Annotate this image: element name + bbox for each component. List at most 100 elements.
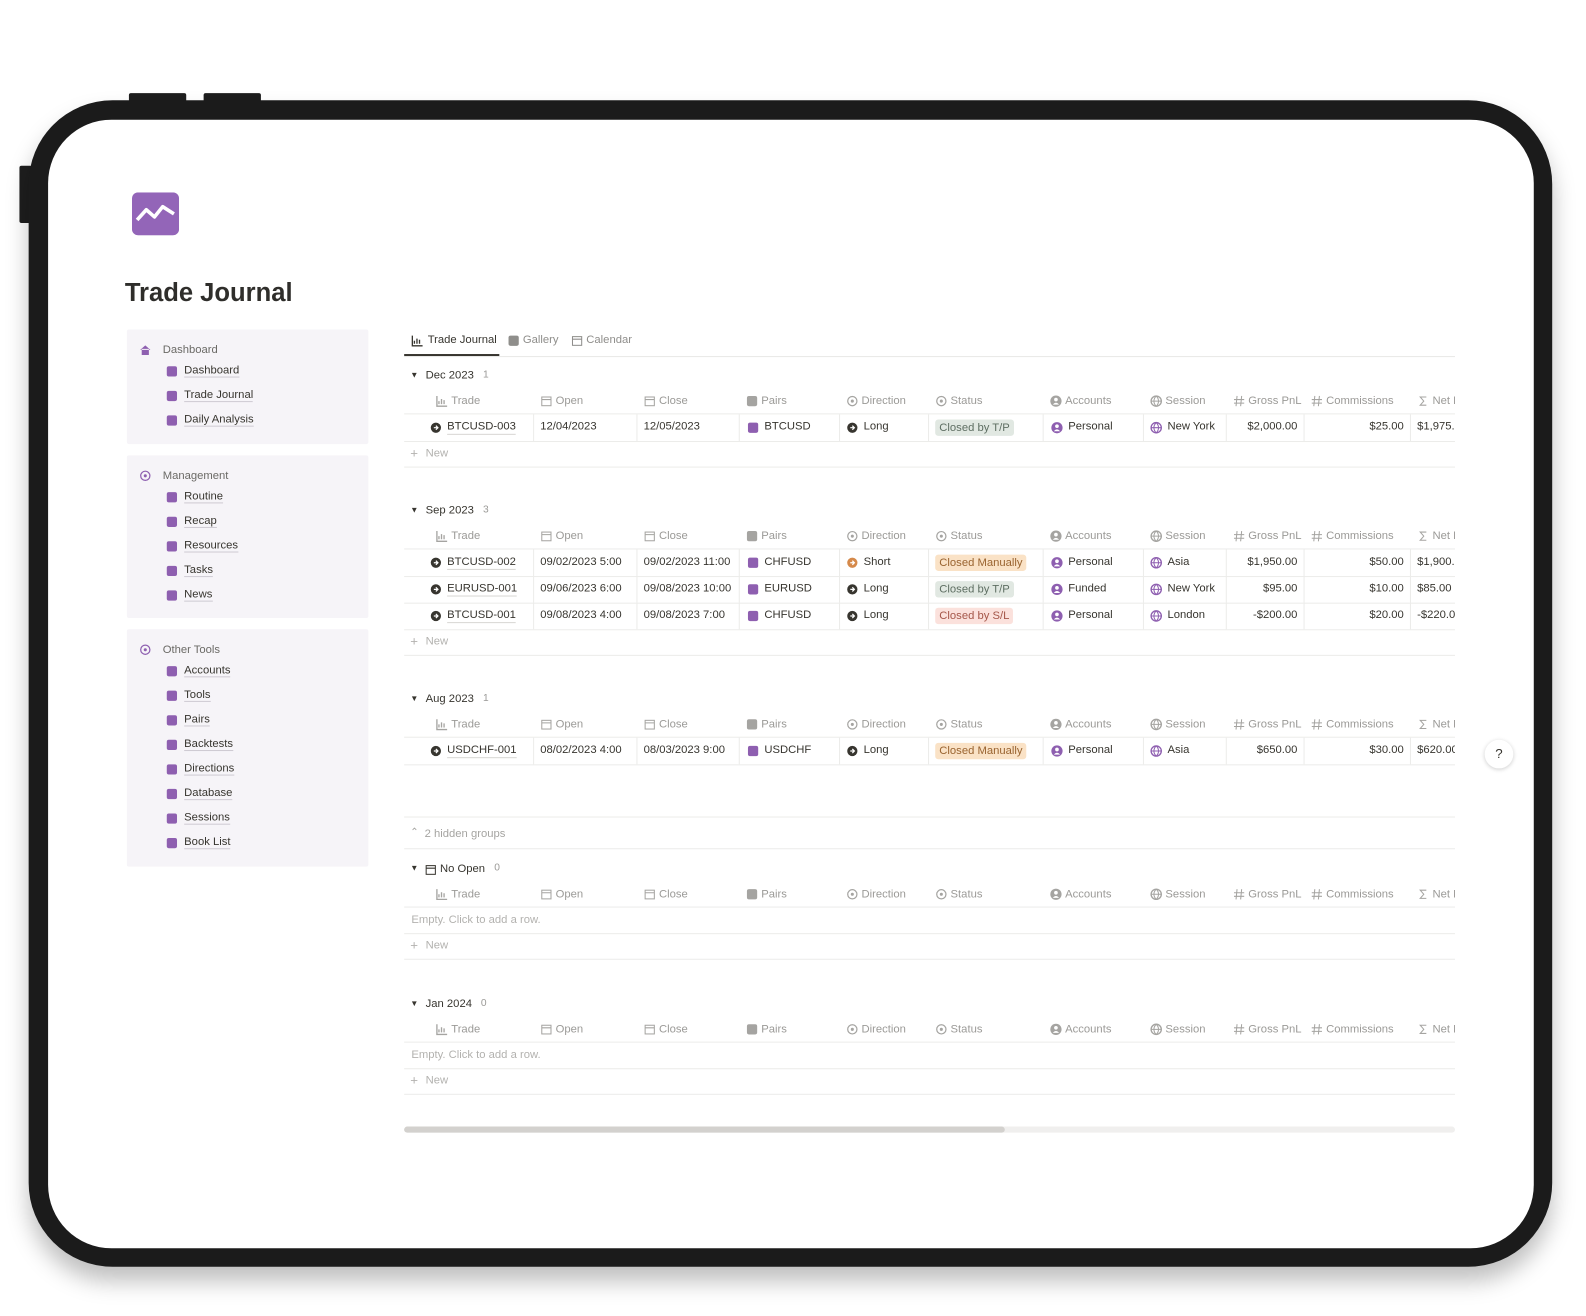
help-button[interactable]: ?	[1484, 739, 1514, 769]
cell-border	[1225, 602, 1227, 630]
sidebar-link[interactable]: Sessions	[184, 811, 230, 825]
sidebar-link[interactable]: Directions	[184, 762, 235, 776]
new-row-icon[interactable]: +	[410, 937, 419, 953]
column-header: Status	[950, 394, 983, 408]
group-label: No Open	[439, 862, 486, 875]
hidden-groups[interactable]: 2 hidden groups	[424, 827, 506, 841]
column-header: Trade	[451, 888, 481, 901]
group-toggle[interactable]: ▼	[410, 370, 419, 380]
column-header: Commissions	[1326, 718, 1394, 731]
icon	[430, 557, 441, 568]
column-header: Close	[658, 394, 688, 408]
table-cell: BTCUSD-003	[447, 420, 516, 435]
icon	[436, 395, 448, 407]
view-tab[interactable]: Trade Journal	[427, 333, 497, 346]
sidebar-link[interactable]: Tasks	[184, 563, 213, 578]
icon	[436, 889, 448, 901]
new-row-button[interactable]: New	[425, 939, 449, 952]
cell-border	[1225, 549, 1227, 577]
cell-border	[1142, 737, 1144, 765]
icon	[936, 719, 947, 730]
column-header: Commissions	[1326, 530, 1394, 543]
icon	[936, 889, 947, 900]
column-header: Accounts	[1065, 394, 1112, 408]
sidebar-link[interactable]: Resources	[184, 539, 238, 553]
row-border	[404, 816, 1455, 818]
cell-border	[1409, 602, 1411, 630]
sidebar-link[interactable]: Accounts	[184, 664, 231, 678]
sidebar-link[interactable]: Backtests	[184, 737, 233, 752]
new-row-icon[interactable]: +	[410, 445, 419, 461]
column-header: Gross PnL	[1248, 718, 1302, 731]
icon	[1233, 395, 1245, 407]
group-toggle[interactable]: ▼	[410, 998, 419, 1008]
table-cell: $10.00	[1369, 582, 1404, 595]
empty-row: Empty. Click to add a row.	[411, 913, 541, 926]
group-toggle[interactable]: ▼	[410, 863, 419, 873]
icon	[166, 415, 178, 426]
table-cell: $30.00	[1369, 743, 1404, 757]
column-header: Open	[555, 530, 584, 543]
sidebar-link[interactable]: Trade Journal	[184, 388, 254, 403]
sidebar-link[interactable]: News	[184, 588, 213, 602]
view-tab[interactable]: Gallery	[522, 333, 559, 346]
table-cell: Long	[863, 582, 889, 595]
sidebar-link[interactable]: Tools	[184, 688, 211, 702]
cell-border	[1042, 549, 1044, 577]
icon	[1419, 531, 1427, 541]
table-cell: 09/08/2023 7:00	[643, 608, 725, 622]
sidebar-link[interactable]: Recap	[184, 514, 217, 528]
table-cell: $1,975.00	[1417, 420, 1455, 433]
sidebar-heading: Dashboard	[162, 343, 218, 357]
cell-border	[636, 737, 638, 765]
column-header: Trade	[451, 530, 481, 543]
sidebar-link[interactable]: Database	[184, 786, 233, 801]
view-tab[interactable]: Calendar	[586, 333, 632, 346]
row-border	[404, 576, 1455, 578]
icon	[1051, 557, 1063, 569]
icon	[644, 889, 655, 900]
column-header: Net PnL	[1432, 1023, 1455, 1036]
cell-border	[928, 549, 930, 577]
column-header: Session	[1165, 530, 1206, 543]
icon	[746, 719, 758, 730]
hidden-groups-toggle[interactable]: ⌃	[410, 826, 419, 839]
row-border	[404, 848, 1455, 850]
table-cell: 09/08/2023 4:00	[540, 608, 622, 622]
new-row-button[interactable]: New	[425, 1074, 449, 1087]
table-cell: EURUSD	[764, 582, 812, 595]
table-cell: $25.00	[1369, 420, 1404, 433]
group-toggle[interactable]: ▼	[410, 693, 419, 703]
table-cell: Closed by T/P	[935, 581, 1014, 598]
page-icon	[131, 192, 180, 236]
sidebar-link[interactable]: Daily Analysis	[184, 413, 254, 427]
new-row-icon[interactable]: +	[410, 633, 419, 649]
icon	[936, 1024, 947, 1035]
table-cell: Asia	[1167, 555, 1190, 568]
cell-border	[533, 602, 535, 630]
group-label: Jan 2024	[425, 997, 472, 1010]
group-toggle[interactable]: ▼	[410, 505, 419, 515]
empty-row: Empty. Click to add a row.	[411, 1048, 541, 1062]
table-cell: USDCHF	[764, 743, 812, 757]
icon	[436, 1024, 448, 1036]
table-cell: 09/06/2023 6:00	[540, 582, 622, 595]
table-cell: Personal	[1068, 608, 1113, 622]
icon	[644, 531, 655, 542]
cell-border	[1225, 576, 1227, 603]
icon	[1233, 1024, 1245, 1035]
scroll-thumb[interactable]	[404, 1126, 1005, 1133]
sidebar-link[interactable]: Book List	[184, 835, 231, 850]
column-header: Trade	[451, 718, 481, 731]
sidebar-link[interactable]: Dashboard	[184, 364, 240, 378]
icon	[847, 530, 858, 542]
table-cell: Closed Manually	[935, 554, 1027, 571]
new-row-icon[interactable]: +	[410, 1072, 419, 1088]
column-header: Open	[555, 718, 584, 731]
sidebar-link[interactable]: Pairs	[184, 713, 210, 727]
new-row-button[interactable]: New	[425, 447, 449, 460]
new-row-button[interactable]: New	[425, 635, 449, 648]
column-header: Status	[950, 530, 983, 543]
sidebar-link[interactable]: Routine	[184, 490, 223, 504]
group-label: Sep 2023	[425, 504, 474, 517]
